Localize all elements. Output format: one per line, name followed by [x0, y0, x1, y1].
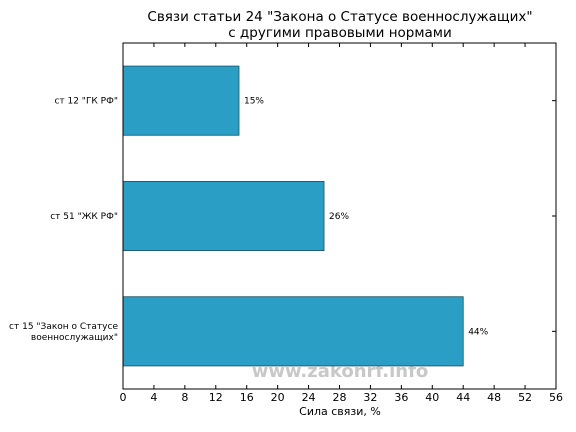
x-tick-label: 48 — [487, 391, 501, 404]
chart-title: Связи статьи 24 "Закона о Статусе военно… — [147, 9, 532, 41]
bar — [122, 180, 325, 251]
plot-frame — [122, 42, 557, 390]
value-label: 44% — [468, 327, 488, 337]
value-label: 26% — [329, 212, 349, 222]
x-tick-label: 40 — [425, 391, 439, 404]
bar — [122, 296, 464, 367]
y-tick-label: ст 51 "ЖК РФ" — [50, 212, 118, 222]
x-tick-label: 4 — [150, 391, 157, 404]
y-tick-label: ст 15 "Закон о Статусе военнослужащих" — [9, 321, 118, 342]
x-tick-label: 28 — [333, 391, 347, 404]
x-tick-label: 32 — [363, 391, 377, 404]
bar — [122, 65, 240, 136]
x-axis-label: Сила связи, % — [299, 405, 381, 418]
x-tick-label: 20 — [271, 391, 285, 404]
x-tick-label: 0 — [120, 391, 127, 404]
x-tick-label: 8 — [181, 391, 188, 404]
x-tick-label: 16 — [240, 391, 254, 404]
x-tick-label: 12 — [209, 391, 223, 404]
x-tick-label: 36 — [394, 391, 408, 404]
x-tick-label: 56 — [549, 391, 563, 404]
x-tick-label: 52 — [518, 391, 532, 404]
x-tick-label: 44 — [456, 391, 470, 404]
value-label: 15% — [244, 96, 264, 106]
y-tick-label: ст 12 "ГК РФ" — [54, 96, 118, 106]
x-tick-label: 24 — [302, 391, 316, 404]
